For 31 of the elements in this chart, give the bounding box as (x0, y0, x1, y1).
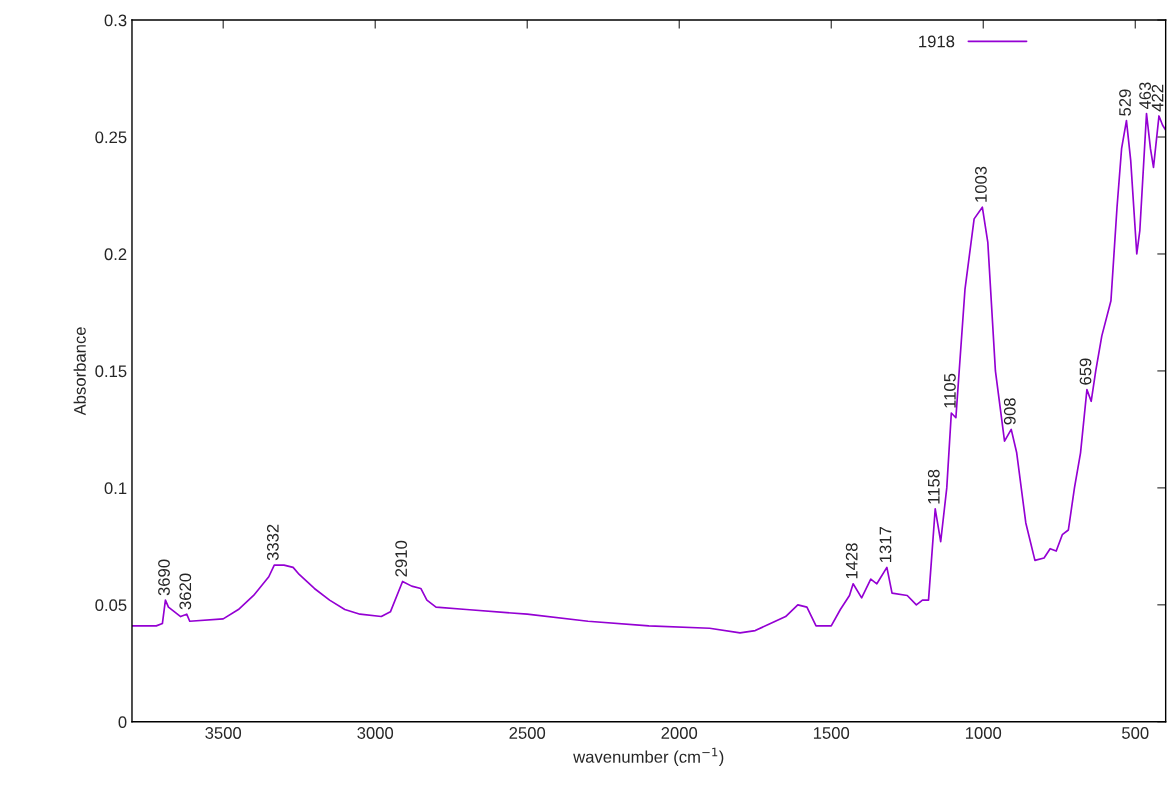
annotation: 3690 (158, 559, 170, 596)
annotation: 3620 (179, 573, 192, 610)
annotation: 529 (1119, 89, 1131, 116)
y-tick-label: 0.05 (95, 599, 127, 612)
annotation: 463 (1139, 82, 1151, 110)
annotation: 659 (1079, 358, 1092, 385)
annotation: 1158 (927, 469, 940, 504)
annotation: 1428 (845, 543, 858, 579)
annotation: 908 (1003, 398, 1016, 425)
annotation: 1003 (975, 166, 987, 202)
annotation: 422 (1151, 84, 1164, 112)
x-tick-label: 2000 (661, 727, 698, 739)
y-axis-title: Absorbance (73, 327, 86, 416)
y-tick-label: 0.15 (95, 365, 127, 378)
annotation: 1105 (944, 373, 956, 408)
x-tick-label: 2500 (509, 727, 546, 739)
x-tick-label: 1000 (965, 727, 1002, 739)
annotation: 1317 (879, 527, 892, 562)
annotation: 2910 (395, 540, 408, 577)
x-tick-label: 3500 (205, 727, 242, 739)
x-axis-title: wavenumber (cm$^{−1}$) (573, 747, 724, 767)
x-tick-label: 1500 (813, 727, 850, 739)
y-tick-label: 0.2 (104, 248, 127, 261)
y-tick-label: 0.3 (104, 14, 127, 27)
x-tick-label: 500 (1122, 727, 1149, 739)
annotation: 3332 (266, 524, 279, 561)
y-tick-label: 0 (118, 716, 127, 728)
y-tick-label: 0.25 (95, 131, 127, 144)
legend-label: 1918 (919, 35, 955, 48)
y-tick-label: 0.1 (104, 482, 127, 495)
x-tick-label: 3000 (357, 727, 394, 739)
